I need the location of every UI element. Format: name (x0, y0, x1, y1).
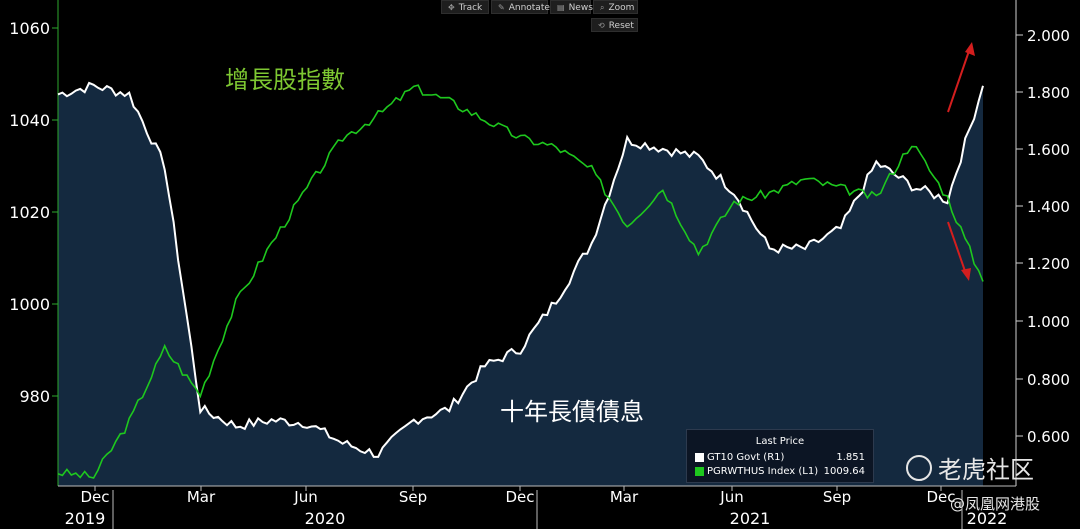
tiger-watermark: 老虎社区 (906, 450, 1034, 485)
news-button[interactable]: ▤ News (550, 0, 593, 14)
x-year-label: 2019 (65, 509, 106, 528)
track-icon: ✥ (448, 3, 455, 12)
series-line-pgrwthus (57, 84, 984, 479)
legend-name-growth: PGRWTHUS Index (L1) (707, 466, 819, 477)
zoom-icon: ⌕ (600, 3, 605, 12)
annotate-button[interactable]: ✎ Annotate (491, 0, 550, 14)
right-tick-label: 1.600 (1027, 141, 1070, 159)
legend-value-yield: 1.851 (836, 452, 865, 463)
right-tick-label: 0.800 (1027, 371, 1070, 389)
x-year-label: 2020 (305, 509, 346, 528)
series-line-gt10 (57, 81, 984, 458)
x-month-label: Dec (505, 488, 534, 506)
yield-area-layer (58, 82, 983, 487)
tiger-logo-icon (906, 454, 932, 481)
x-axis-band (0, 486, 1080, 529)
x-month-label: Mar (187, 488, 216, 506)
yield-label: 十年長債債息 (500, 398, 644, 426)
down-arrow (947, 221, 967, 275)
legend-title: Last Price (755, 436, 805, 447)
reset-button[interactable]: ⟲ Reset (591, 18, 638, 32)
news-icon: ▤ (557, 3, 565, 12)
arrow-layer (947, 42, 975, 281)
up-arrow (947, 47, 971, 113)
right-tick-label: 1.400 (1027, 198, 1070, 216)
legend-row-growth: PGRWTHUS Index (L1) 1009.64 (695, 465, 871, 478)
growth-index-label: 增長股指數 (225, 66, 345, 94)
reset-icon: ⟲ (598, 21, 605, 30)
legend-value-growth: 1009.64 (823, 466, 865, 477)
legend-swatch-growth (695, 466, 704, 476)
x-month-label: Sep (399, 488, 427, 506)
x-month-label: Dec (926, 488, 955, 506)
up-arrow-head (965, 42, 975, 56)
grid-layer (57, 0, 1017, 486)
left-tick-label: 1020 (9, 203, 50, 222)
left-tick-label: 980 (19, 387, 50, 406)
axis-layer: 1060 1040 1020 1000 980 2.000 1.800 1.600 1.400 1… (0, 19, 1080, 529)
annotate-icon: ✎ (498, 3, 505, 12)
right-tick-label: 1.000 (1027, 313, 1070, 331)
left-tick-label: 1060 (9, 19, 50, 38)
fenghuang-watermark: @凤凰网港股 (950, 495, 1041, 513)
right-tick-label: 1.800 (1027, 84, 1070, 102)
track-button[interactable]: ✥ Track (441, 0, 489, 14)
right-tick-label: 2.000 (1027, 27, 1070, 45)
x-month-label: Jun (719, 488, 743, 506)
x-year-label: 2022 (967, 509, 1008, 528)
left-tick-label: 1040 (9, 111, 50, 130)
left-tick-label: 1000 (9, 295, 50, 314)
x-month-label: Sep (823, 488, 851, 506)
series-line-layer (57, 81, 984, 479)
legend-box: Last Price GT10 Govt (R1) 1.851 PGRWTHUS… (686, 429, 874, 483)
legend-name-yield: GT10 Govt (R1) (707, 452, 785, 463)
yield-area (58, 82, 983, 487)
right-tick-label: 1.200 (1027, 255, 1070, 273)
x-month-label: Jun (293, 488, 317, 506)
legend-row-yield: GT10 Govt (R1) 1.851 (695, 451, 871, 464)
x-month-label: Mar (610, 488, 639, 506)
legend-swatch-yield (695, 452, 704, 462)
right-tick-label: 0.600 (1027, 428, 1070, 446)
x-month-label: Dec (80, 488, 109, 506)
x-year-label: 2021 (730, 509, 771, 528)
zoom-button[interactable]: ⌕ Zoom (593, 0, 638, 14)
down-arrow-head (961, 268, 971, 281)
